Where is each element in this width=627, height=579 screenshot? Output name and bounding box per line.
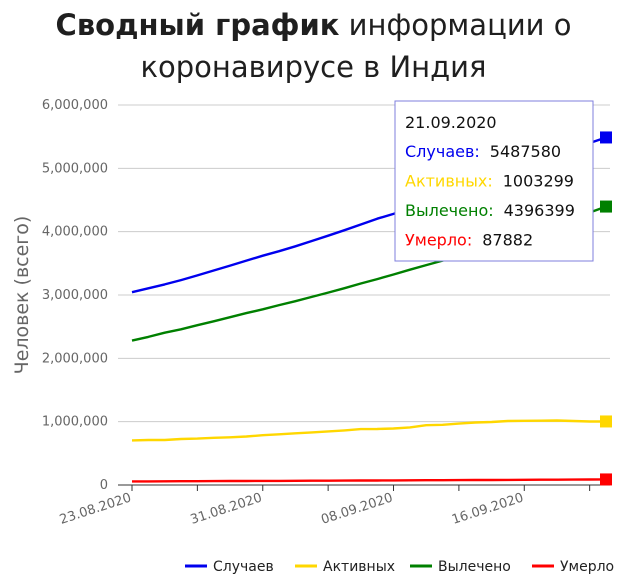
tooltip-value: 5487580	[490, 142, 561, 161]
legend-label-3: Умерло	[560, 559, 614, 575]
legend-label-2: Вылечено	[438, 559, 511, 575]
y-tick-label: 1,000,000	[42, 415, 108, 430]
y-tick-label: 2,000,000	[42, 351, 108, 366]
series-end-marker-3	[600, 473, 612, 486]
legend-label-0: Случаев	[213, 559, 274, 575]
x-axis-ticks: 23.08.2020 31.08.2020 08.09.2020 16.09.2020	[58, 485, 591, 528]
chart-title-rest: информации о коронавирусе в Индия	[140, 8, 572, 84]
tooltip-label: Умерло:	[405, 231, 472, 250]
series-end-marker-0	[600, 131, 612, 144]
tooltip-value: 87882	[482, 231, 533, 250]
legend[interactable]: Случаев Активных Вылечено Умерло	[185, 559, 614, 575]
y-axis-ticks: 0 1,000,000 2,000,000 3,000,000 4,000,000 5,0…	[42, 98, 108, 493]
tooltip-label: Активных:	[405, 172, 493, 191]
x-tick-label: 16.09.2020	[450, 491, 525, 528]
y-tick-label: 6,000,000	[42, 98, 108, 113]
y-axis-label: Человек (всего)	[11, 216, 33, 375]
tooltip-value: 1003299	[503, 172, 574, 191]
legend-label-1: Активных	[323, 559, 395, 575]
series-end-markers	[600, 131, 612, 486]
tooltip-value: 4396399	[504, 201, 575, 220]
chart-title-bold: Сводный график	[55, 8, 340, 42]
tooltip-label: Вылечено:	[405, 201, 494, 220]
y-tick-label: 4,000,000	[42, 225, 108, 240]
x-tick-label: 08.09.2020	[319, 491, 394, 528]
series-end-marker-2	[600, 200, 612, 213]
y-tick-label: 0	[100, 478, 108, 493]
y-tick-label: 3,000,000	[42, 288, 108, 303]
tooltip-label: Случаев:	[405, 142, 480, 161]
series-line-3	[132, 478, 607, 483]
tooltip-date: 21.09.2020	[405, 113, 497, 132]
chart-title: Сводный график информации о коронавирусе…	[0, 4, 627, 88]
y-tick-label: 5,000,000	[42, 161, 108, 176]
series-end-marker-1	[600, 415, 612, 428]
x-tick-label: 23.08.2020	[58, 491, 133, 528]
x-tick-label: 31.08.2020	[189, 491, 264, 528]
series-line-1	[131, 419, 606, 442]
tooltip: 21.09.2020 Случаев: 5487580 Активных: 100329…	[394, 100, 594, 262]
tooltip-box	[394, 100, 594, 262]
